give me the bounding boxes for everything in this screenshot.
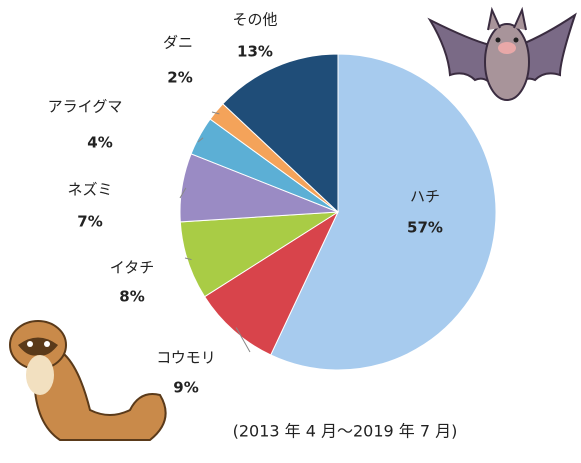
value-label: 57% xyxy=(407,219,443,237)
value-label: 9% xyxy=(173,379,198,397)
bat-illustration xyxy=(430,10,575,100)
chart-subtitle: (2013 年 4 月～2019 年 7 月) xyxy=(233,422,458,441)
value-label: 4% xyxy=(87,134,112,152)
slice-label: ハチ xyxy=(410,188,440,206)
value-label: 7% xyxy=(77,213,102,231)
chart: ハチ 57% コウモリ 9% イタチ 8% ネズミ 7% アライグマ 4% ダニ 2% その他 13% (… xyxy=(0,0,581,463)
value-label: 13% xyxy=(237,43,273,61)
slice-label: その他 xyxy=(232,11,277,29)
slice-label: ダニ xyxy=(163,34,193,52)
slice-label: イタチ xyxy=(110,259,154,277)
value-label: 8% xyxy=(119,288,144,306)
value-label: 2% xyxy=(167,69,192,87)
slice-label: アライグマ xyxy=(48,98,123,116)
pie xyxy=(180,54,496,370)
slice-label: ネズミ xyxy=(67,181,112,199)
ferret-illustration xyxy=(10,321,166,440)
slice-label: コウモリ xyxy=(156,349,215,367)
